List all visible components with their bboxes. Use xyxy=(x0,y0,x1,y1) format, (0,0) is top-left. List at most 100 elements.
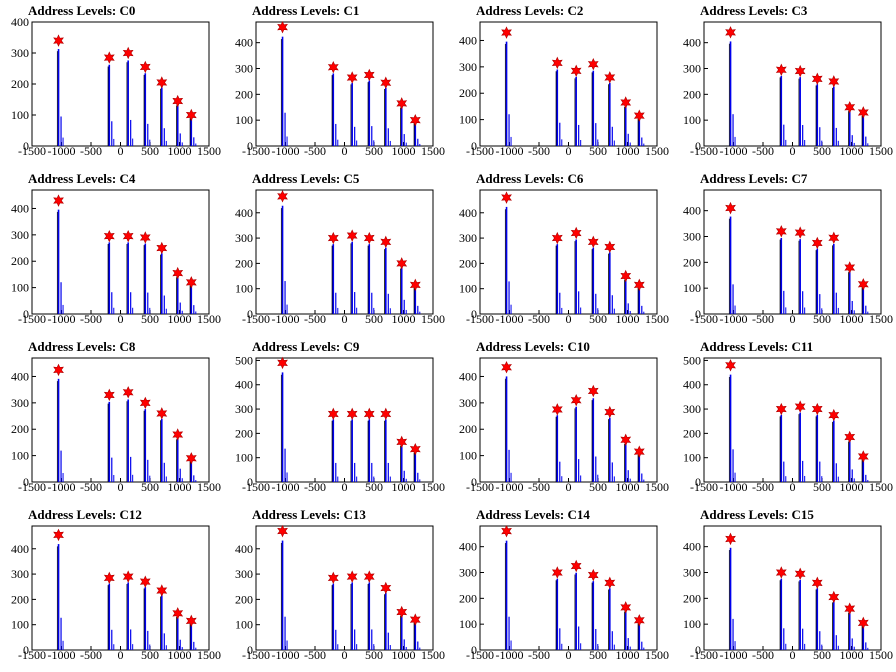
x-tick-label: 1000 xyxy=(392,648,416,662)
y-tick-label: 100 xyxy=(11,108,29,122)
y-tick-label: 200 xyxy=(459,256,477,270)
peak-star-marker xyxy=(172,607,184,620)
x-tick-label: 1500 xyxy=(869,480,893,494)
peak-star-marker xyxy=(156,584,168,597)
y-tick-label: 400 xyxy=(683,378,701,392)
y-tick-label: 300 xyxy=(683,402,701,416)
x-tick-label: 1500 xyxy=(421,144,445,158)
peak-star-marker xyxy=(327,231,339,245)
y-tick-label: 0 xyxy=(247,307,253,321)
peak-star-marker xyxy=(501,191,512,204)
chart-svg: Address Levels: C8 0 100 200 300 400 -1500 -100… xyxy=(11,339,221,494)
x-tick-label: 0 xyxy=(342,480,348,494)
peak-star-marker xyxy=(551,566,563,579)
x-tick-label: -1500 xyxy=(690,144,718,158)
peak-star-marker xyxy=(604,240,616,254)
x-tick-label: -1000 xyxy=(48,144,76,158)
peak-star-marker xyxy=(409,278,421,292)
x-tick-label: 500 xyxy=(365,312,383,326)
x-tick-label: 1000 xyxy=(392,144,416,158)
x-tick-label: -1000 xyxy=(720,648,748,662)
x-tick-label: -1000 xyxy=(48,312,76,326)
peak-star-marker xyxy=(380,407,392,421)
y-tick-label: 300 xyxy=(11,46,29,60)
y-tick-label: 300 xyxy=(235,62,253,76)
y-tick-label: 300 xyxy=(235,402,253,416)
peak-star-marker xyxy=(53,528,64,542)
x-tick-label: 500 xyxy=(141,144,159,158)
chart-title: Address Levels: C12 xyxy=(28,507,142,522)
x-tick-label: -500 xyxy=(80,480,102,494)
x-tick-label: 1000 xyxy=(168,648,192,662)
y-tick-label: 400 xyxy=(235,542,253,556)
chart-title: Address Levels: C11 xyxy=(700,339,813,354)
x-tick-label: 1500 xyxy=(645,312,669,326)
peak-star-marker xyxy=(551,56,563,70)
chart-panel: Address Levels: C0 0 100 200 300 400 -1500 -100… xyxy=(0,0,224,168)
y-tick-label: 200 xyxy=(459,86,477,100)
x-tick-label: -1500 xyxy=(690,648,718,662)
x-tick-label: -1500 xyxy=(466,480,494,494)
x-tick-label: 500 xyxy=(589,648,607,662)
y-tick-label: 0 xyxy=(695,139,701,153)
x-tick-label: -500 xyxy=(752,312,774,326)
y-tick-label: 300 xyxy=(459,60,477,74)
x-tick-label: -1000 xyxy=(272,648,300,662)
y-tick-label: 0 xyxy=(23,643,29,657)
peak-star-marker xyxy=(620,269,632,283)
y-tick-label: 100 xyxy=(459,617,477,631)
x-tick-label: -1000 xyxy=(272,144,300,158)
x-tick-label: 1500 xyxy=(645,648,669,662)
peak-star-marker xyxy=(122,229,134,243)
y-tick-label: 200 xyxy=(683,426,701,440)
x-tick-label: -500 xyxy=(528,480,550,494)
x-tick-label: 0 xyxy=(566,648,572,662)
x-tick-label: -1000 xyxy=(48,648,76,662)
chart-svg: Address Levels: C5 0 100 200 300 400 -1500 -100… xyxy=(235,171,445,326)
peak-star-marker xyxy=(604,576,616,590)
y-tick-label: 100 xyxy=(683,113,701,127)
x-tick-label: -1500 xyxy=(18,144,46,158)
y-tick-label: 200 xyxy=(459,422,477,436)
y-tick-label: 100 xyxy=(459,113,477,127)
peak-star-marker xyxy=(775,402,787,416)
peak-star-marker xyxy=(725,532,736,546)
y-tick-label: 0 xyxy=(23,139,29,153)
x-tick-label: 1000 xyxy=(616,648,640,662)
y-tick-label: 100 xyxy=(459,282,477,296)
y-tick-label: 100 xyxy=(683,451,701,465)
peak-star-marker xyxy=(327,407,339,421)
peak-star-marker xyxy=(587,568,599,582)
y-tick-label: 0 xyxy=(695,475,701,489)
y-tick-label: 100 xyxy=(11,449,29,463)
chart-svg: Address Levels: C10 0 100 200 300 400 -1500 -10… xyxy=(459,339,669,494)
y-tick-label: 400 xyxy=(459,369,477,383)
y-tick-label: 400 xyxy=(11,542,29,556)
peak-star-marker xyxy=(363,68,375,82)
y-tick-label: 400 xyxy=(683,540,701,554)
peak-star-marker xyxy=(156,76,168,89)
x-tick-label: 500 xyxy=(813,648,831,662)
x-tick-label: -1500 xyxy=(466,312,494,326)
chart-svg: Address Levels: C14 0 100 200 300 400 -1500 -10… xyxy=(459,507,669,662)
y-tick-label: 100 xyxy=(11,618,29,632)
y-tick-label: 300 xyxy=(11,567,29,581)
peak-star-marker xyxy=(620,433,632,447)
chart-svg: Address Levels: C90100200300400500-1500-… xyxy=(235,339,445,494)
peak-star-marker xyxy=(396,605,408,619)
peak-star-marker xyxy=(396,435,408,449)
y-tick-label: 0 xyxy=(23,307,29,321)
y-tick-label: 100 xyxy=(235,282,253,296)
peak-star-marker xyxy=(794,400,806,413)
y-tick-label: 0 xyxy=(471,139,477,153)
x-tick-label: 500 xyxy=(365,648,383,662)
y-tick-label: 400 xyxy=(235,378,253,392)
x-tick-label: 1000 xyxy=(616,144,640,158)
peak-star-marker xyxy=(570,393,582,407)
peak-star-marker xyxy=(122,46,134,60)
peak-star-marker xyxy=(775,566,787,579)
peak-star-marker xyxy=(346,229,358,242)
x-tick-label: -1000 xyxy=(272,312,300,326)
x-tick-label: 1500 xyxy=(869,144,893,158)
chart-title: Address Levels: C2 xyxy=(476,3,583,18)
